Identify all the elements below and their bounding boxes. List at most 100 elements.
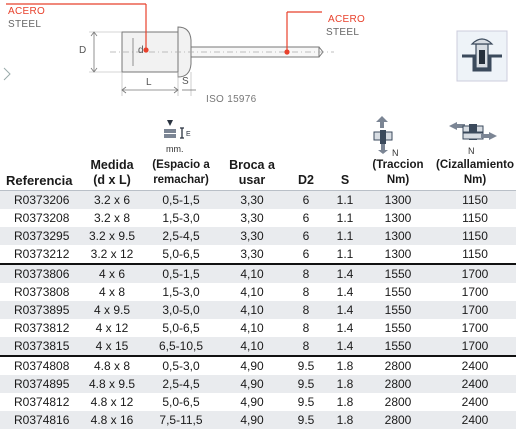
cell-traccion: 1300 — [362, 190, 434, 209]
cell-d2: 6 — [284, 245, 328, 264]
header-espacio: (Espacio a remachar) — [142, 158, 220, 191]
cell-medida: 4 x 8 — [82, 283, 142, 301]
cell-medida: 4 x 9.5 — [82, 301, 142, 319]
cell-broca: 3,30 — [220, 209, 284, 227]
cell-broca: 3,30 — [220, 190, 284, 209]
cell-medida: 4 x 12 — [82, 319, 142, 337]
cell-s: 1.8 — [328, 411, 362, 429]
cell-espacio: 0,5-1,5 — [142, 263, 220, 283]
cell-broca: 3,30 — [220, 227, 284, 245]
cell-referencia: R0373812 — [0, 319, 82, 337]
cell-espacio: 5,0-6,5 — [142, 245, 220, 264]
cell-s: 1.1 — [328, 209, 362, 227]
cell-broca: 3,30 — [220, 245, 284, 264]
rivet-spec-table: Referencia Medida (d x L) (Espacio a remac… — [0, 158, 516, 429]
cell-traccion: 1550 — [362, 319, 434, 337]
cell-broca: 4,10 — [220, 283, 284, 301]
cell-espacio: 2,5-4,5 — [142, 227, 220, 245]
cell-medida: 3.2 x 6 — [82, 190, 142, 209]
cell-medida: 4.8 x 8 — [82, 355, 142, 375]
cell-d2: 8 — [284, 263, 328, 283]
cell-traccion: 2800 — [362, 375, 434, 393]
cell-broca: 4,10 — [220, 319, 284, 337]
cell-broca: 4,10 — [220, 301, 284, 319]
cell-espacio: 5,0-6,5 — [142, 393, 220, 411]
cell-cizallamiento: 1700 — [434, 319, 516, 337]
cell-cizallamiento: 1700 — [434, 337, 516, 356]
cell-s: 1.1 — [328, 227, 362, 245]
cell-espacio: 7,5-11,5 — [142, 411, 220, 429]
cell-cizallamiento: 1700 — [434, 283, 516, 301]
cell-referencia: R0373808 — [0, 283, 82, 301]
table-row: R0373815 4 x 15 6,5-10,5 4,10 8 1.4 1550 1700 — [0, 337, 516, 356]
table-row: R0373806 4 x 6 0,5-1,5 4,10 8 1.4 1550 1700 — [0, 263, 516, 283]
cell-cizallamiento: 2400 — [434, 375, 516, 393]
cell-d2: 9.5 — [284, 375, 328, 393]
cell-espacio: 2,5-4,5 — [142, 375, 220, 393]
cell-d2: 8 — [284, 301, 328, 319]
cell-medida: 4.8 x 9.5 — [82, 375, 142, 393]
table-header-row: Referencia Medida (d x L) (Espacio a remac… — [0, 158, 516, 191]
tensile-force-icon — [373, 116, 393, 154]
table-row: R0374895 4.8 x 9.5 2,5-4,5 4,90 9.5 1.8 2800 24… — [0, 375, 516, 393]
dim-L-label: L — [146, 77, 152, 88]
rivet-diagram: ACERO STEEL ACERO STEEL D d L S ISO 1597… — [0, 0, 516, 112]
table-row: R0373895 4 x 9.5 3,0-5,0 4,10 8 1.4 1550 1700 — [0, 301, 516, 319]
cell-medida: 3.2 x 8 — [82, 209, 142, 227]
cell-espacio: 1,5-3,0 — [142, 209, 220, 227]
cell-d2: 6 — [284, 209, 328, 227]
header-cizallamiento: (Cizallamiento Nm) — [434, 158, 516, 191]
header-medida: Medida (d x L) — [82, 158, 142, 191]
column-icon-row: E mm. N N — [0, 112, 516, 160]
cell-medida: 4.8 x 16 — [82, 411, 142, 429]
dim-D-label: D — [79, 45, 87, 56]
cell-cizallamiento: 1150 — [434, 209, 516, 227]
cell-referencia: R0374895 — [0, 375, 82, 393]
left-material-label-en: STEEL — [8, 19, 42, 30]
cell-cizallamiento: 1700 — [434, 263, 516, 283]
cell-traccion: 1550 — [362, 263, 434, 283]
cell-broca: 4,90 — [220, 375, 284, 393]
table-row: R0373212 3.2 x 12 5,0-6,5 3,30 6 1.1 1300 1150 — [0, 245, 516, 264]
cell-medida: 4 x 15 — [82, 337, 142, 356]
table-row: R0373808 4 x 8 1,5-3,0 4,10 8 1.4 1550 1700 — [0, 283, 516, 301]
cell-referencia: R0373212 — [0, 245, 82, 264]
cell-broca: 4,90 — [220, 355, 284, 375]
cell-broca: 4,10 — [220, 337, 284, 356]
cell-traccion: 1300 — [362, 245, 434, 264]
cell-s: 1.1 — [328, 190, 362, 209]
cell-d2: 9.5 — [284, 355, 328, 375]
cell-espacio: 6,5-10,5 — [142, 337, 220, 356]
table-row: R0373295 3.2 x 9.5 2,5-4,5 3,30 6 1.1 1300 1150 — [0, 227, 516, 245]
table-body: R0373206 3.2 x 6 0,5-1,5 3,30 6 1.1 1300 1150 R0… — [0, 190, 516, 429]
cell-s: 1.1 — [328, 245, 362, 264]
dim-S-label: S — [182, 76, 189, 87]
cell-d2: 8 — [284, 337, 328, 356]
cell-s: 1.4 — [328, 319, 362, 337]
table-row: R0374808 4.8 x 8 0,5-3,0 4,90 9.5 1.8 2800 2400 — [0, 355, 516, 375]
shear-force-icon — [449, 122, 497, 140]
cell-referencia: R0373815 — [0, 337, 82, 356]
cell-traccion: 2800 — [362, 411, 434, 429]
cell-broca: 4,90 — [220, 393, 284, 411]
cell-medida: 4 x 6 — [82, 263, 142, 283]
iso-standard-label: ISO 15976 — [206, 94, 257, 105]
cell-s: 1.4 — [328, 263, 362, 283]
cell-cizallamiento: 1150 — [434, 227, 516, 245]
cell-traccion: 1300 — [362, 209, 434, 227]
grip-range-icon: E — [164, 120, 191, 139]
cell-s: 1.8 — [328, 355, 362, 375]
right-material-label-en: STEEL — [326, 27, 360, 38]
cell-traccion: 2800 — [362, 393, 434, 411]
cell-traccion: 2800 — [362, 355, 434, 375]
dim-d-label: d — [138, 45, 144, 56]
cell-d2: 8 — [284, 319, 328, 337]
cell-cizallamiento: 1150 — [434, 245, 516, 264]
cell-s: 1.4 — [328, 301, 362, 319]
cell-traccion: 1550 — [362, 301, 434, 319]
cell-espacio: 0,5-1,5 — [142, 190, 220, 209]
cell-cizallamiento: 2400 — [434, 355, 516, 375]
cell-medida: 3.2 x 12 — [82, 245, 142, 264]
cell-broca: 4,90 — [220, 411, 284, 429]
cell-traccion: 1550 — [362, 337, 434, 356]
